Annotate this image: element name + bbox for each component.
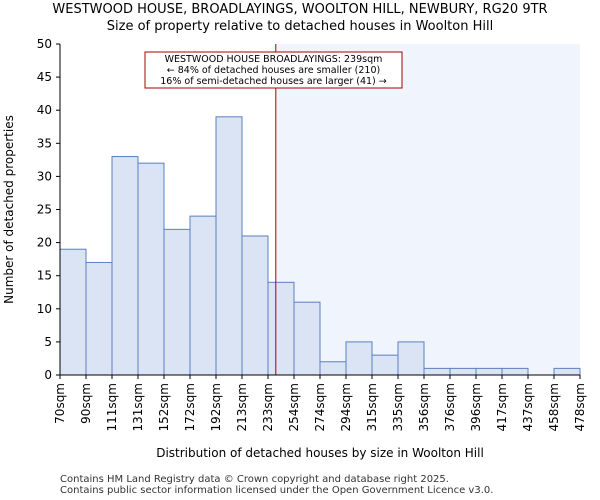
x-tick-label: 294sqm — [339, 383, 353, 431]
bar-274sqm — [319, 361, 347, 376]
bar-254sqm — [293, 301, 321, 376]
x-axis: 70sqm 90sqm 111sqm 131sqm 152sqm 172sqm 192sqm… — [53, 374, 587, 431]
x-tick-label: 172sqm — [183, 383, 197, 431]
bar-213sqm — [241, 235, 269, 376]
x-tick-label: 335sqm — [391, 383, 405, 431]
y-axis-label: Number of detached properties — [2, 115, 16, 304]
bar-396sqm — [475, 367, 503, 376]
x-tick-label: 111sqm — [105, 383, 119, 431]
x-tick-label: 213sqm — [235, 383, 249, 431]
bar-294sqm — [345, 341, 373, 376]
bar-233sqm — [267, 281, 295, 376]
bar-335sqm — [397, 341, 425, 376]
y-tick-label: 30 — [37, 169, 52, 183]
x-tick-label: 458sqm — [547, 383, 561, 431]
bar-131sqm — [137, 162, 165, 376]
bar-192sqm — [215, 116, 243, 376]
y-tick-label: 5 — [44, 335, 52, 349]
bars-group — [59, 116, 581, 376]
footer-line-1: Contains HM Land Registry data © Crown c… — [60, 474, 449, 485]
annotation-box — [144, 51, 403, 89]
y-tick-label: 50 — [37, 37, 52, 51]
y-tick-label: 0 — [44, 368, 52, 382]
bar-376sqm — [449, 367, 477, 376]
y-tick-label: 35 — [37, 136, 52, 150]
annotation-line-3: 16% of semi-detached houses are larger (… — [160, 76, 387, 87]
bar-172sqm — [189, 215, 217, 376]
x-tick-label: 254sqm — [287, 383, 301, 431]
y-axis: 0 5 10 15 20 25 30 35 40 45 50 — [37, 37, 61, 382]
chart-title: WESTWOOD HOUSE, BROADLAYINGS, WOOLTON HI… — [52, 2, 548, 17]
y-tick-label: 10 — [37, 302, 52, 316]
x-tick-label: 478sqm — [573, 383, 587, 431]
larger-properties-region — [275, 44, 580, 375]
bar-458sqm — [553, 367, 581, 376]
x-axis-label: Distribution of detached houses by size … — [156, 446, 484, 460]
bar-152sqm — [163, 228, 191, 376]
x-tick-label: 315sqm — [365, 383, 379, 431]
bar-70sqm — [59, 248, 87, 376]
x-tick-label: 396sqm — [469, 383, 483, 431]
bar-111sqm — [111, 156, 139, 376]
x-tick-label: 90sqm — [79, 383, 93, 424]
y-tick-label: 20 — [37, 236, 52, 250]
bar-356sqm — [423, 367, 451, 376]
x-tick-label: 131sqm — [131, 383, 145, 431]
bar-417sqm — [501, 367, 529, 376]
annotation-line-1: WESTWOOD HOUSE BROADLAYINGS: 239sqm — [165, 54, 383, 65]
x-tick-label: 376sqm — [443, 383, 457, 431]
x-tick-label: 70sqm — [53, 383, 67, 424]
x-tick-label: 152sqm — [157, 383, 171, 431]
bar-315sqm — [371, 354, 399, 376]
y-tick-label: 40 — [37, 103, 52, 117]
y-tick-label: 15 — [37, 269, 52, 283]
x-tick-label: 192sqm — [209, 383, 223, 431]
property-annotation: WESTWOOD HOUSE BROADLAYINGS: 239sqm ← 84… — [144, 51, 403, 89]
y-tick-label: 45 — [37, 70, 52, 84]
chart-subtitle: Size of property relative to detached ho… — [106, 19, 494, 34]
annotation-line-2: ← 84% of detached houses are smaller (21… — [167, 65, 380, 76]
footer-line-2: Contains public sector information licen… — [60, 485, 494, 496]
x-tick-label: 437sqm — [521, 383, 535, 431]
x-tick-label: 274sqm — [313, 383, 327, 431]
bar-90sqm — [85, 261, 113, 376]
x-tick-label: 233sqm — [261, 383, 275, 431]
x-tick-label: 417sqm — [495, 383, 509, 431]
y-tick-label: 25 — [37, 203, 52, 217]
x-tick-label: 356sqm — [417, 383, 431, 431]
